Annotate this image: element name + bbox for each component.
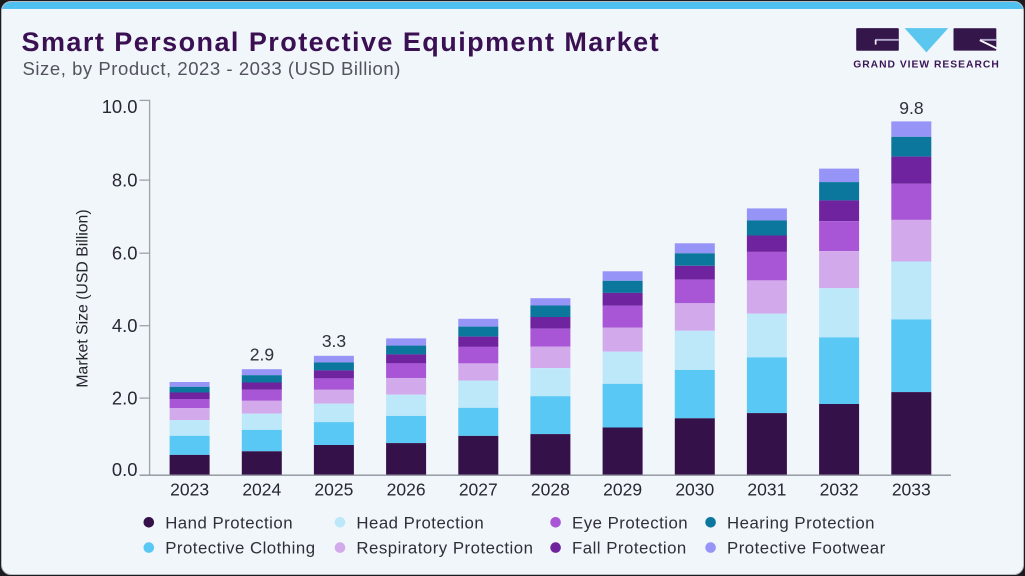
svg-text:2033: 2033 (892, 480, 931, 500)
svg-text:0.0: 0.0 (112, 459, 138, 480)
svg-text:2024: 2024 (242, 480, 281, 500)
svg-text:2023: 2023 (170, 480, 209, 500)
svg-text:2032: 2032 (820, 480, 859, 500)
svg-text:6.0: 6.0 (112, 243, 138, 264)
svg-text:4.0: 4.0 (112, 315, 138, 336)
svg-text:2031: 2031 (747, 480, 786, 500)
svg-text:2030: 2030 (675, 480, 714, 500)
svg-text:3.3: 3.3 (322, 331, 346, 351)
svg-text:GRAND VIEW RESEARCH: GRAND VIEW RESEARCH (853, 59, 1000, 70)
svg-text:Fall Protection: Fall Protection (572, 539, 687, 558)
svg-text:2029: 2029 (603, 480, 642, 500)
svg-text:2026: 2026 (387, 480, 426, 500)
svg-text:2025: 2025 (314, 480, 353, 500)
svg-text:Respiratory Protection: Respiratory Protection (356, 539, 533, 558)
svg-text:10.0: 10.0 (102, 96, 138, 117)
svg-text:Market Size (USD Billion): Market Size (USD Billion) (74, 209, 91, 387)
svg-text:9.8: 9.8 (899, 98, 923, 118)
svg-text:2028: 2028 (531, 480, 570, 500)
svg-text:Protective Footwear: Protective Footwear (727, 539, 886, 558)
svg-text:2.0: 2.0 (112, 388, 138, 409)
svg-text:Eye Protection: Eye Protection (572, 513, 688, 532)
svg-text:Hearing Protection: Hearing Protection (727, 513, 875, 532)
svg-text:Protective Clothing: Protective Clothing (165, 539, 315, 558)
svg-text:8.0: 8.0 (112, 170, 138, 191)
svg-text:2027: 2027 (459, 480, 498, 500)
svg-text:Hand Protection: Hand Protection (165, 513, 293, 532)
svg-text:2.9: 2.9 (250, 344, 274, 364)
svg-text:Head Protection: Head Protection (356, 513, 484, 532)
